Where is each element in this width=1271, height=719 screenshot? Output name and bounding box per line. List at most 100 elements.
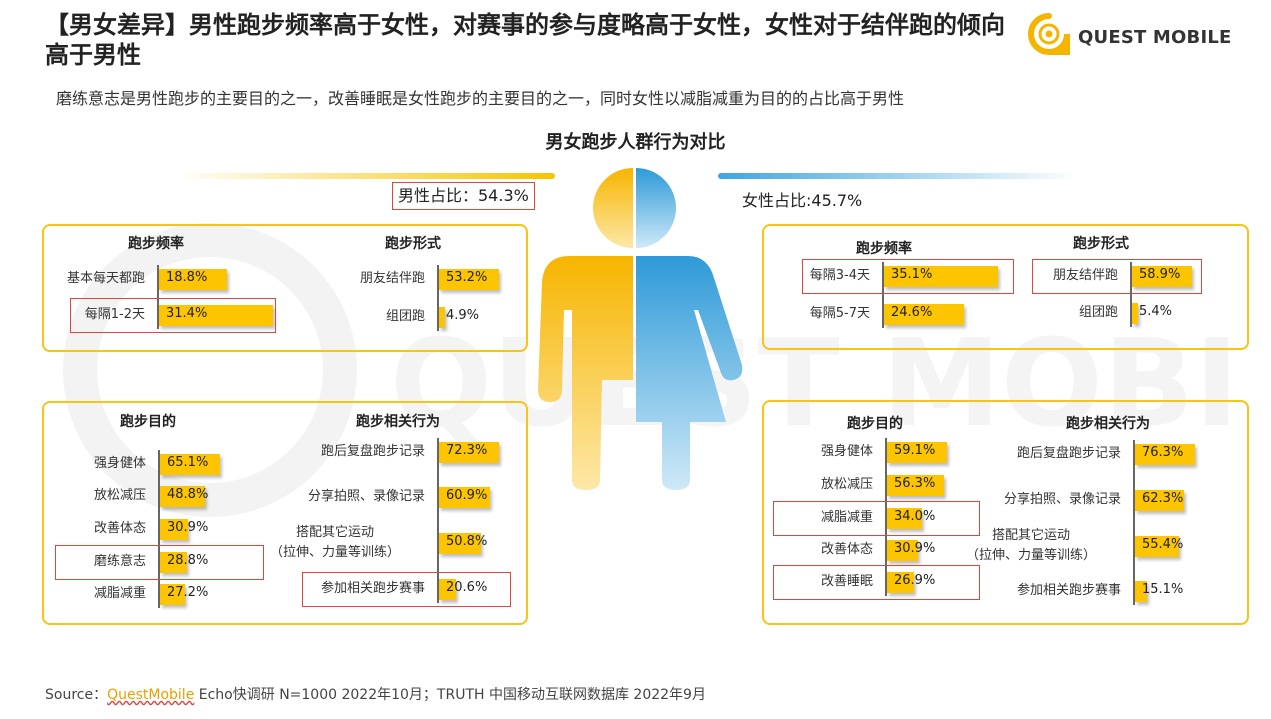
male-chart-2-value-1: 48.8% — [167, 487, 209, 502]
female-chart-5-axis — [1130, 262, 1132, 327]
male-chart-2-value-4: 27.2% — [167, 585, 209, 600]
male-chart-3-bar-2 — [439, 533, 482, 554]
male-chart-1-bar-0 — [439, 269, 499, 290]
male-chart-0-bar-0 — [159, 269, 228, 290]
female-chart-7-bar-2 — [1135, 536, 1179, 557]
male-chart-1-bar-1 — [439, 307, 445, 328]
female-chart-6-axis — [885, 438, 887, 596]
questmobile-logo-icon — [1028, 13, 1070, 55]
male-chart-2-highlight-3 — [55, 545, 264, 580]
male-chart-2-bar-2 — [160, 519, 189, 540]
male-chart-3-bar-1 — [439, 487, 490, 508]
male-chart-2-label-3: 磨练意志 — [93, 554, 146, 569]
male-chart-2-bar-0 — [160, 454, 220, 475]
page-title: 【男女差异】男性跑步频率高于女性，对赛事的参与度略高于女性，女性对于结伴跑的倾向… — [45, 11, 1005, 69]
female-chart-6-value-1: 56.3% — [894, 476, 936, 491]
male-chart-2-axis — [158, 450, 160, 608]
male-chart-2-label-0: 强身健体 — [93, 456, 146, 471]
watermark-text: QUEST MOBILE — [390, 315, 1240, 454]
male-chart-3-bar-3 — [439, 579, 457, 600]
female-chart-7-label-1: 分享拍照、录像记录 — [1003, 492, 1121, 507]
female-chart-7-bar-0 — [1135, 444, 1195, 465]
male-frequency-form-panel — [42, 224, 528, 352]
female-frequency-form-panel — [762, 224, 1249, 350]
male-chart-0-label-1: 每隔1-2天 — [84, 307, 145, 322]
female-chart-6-highlight-4 — [773, 565, 980, 600]
male-chart-3-bar-0 — [439, 442, 499, 463]
male-chart-0-highlight-1 — [70, 298, 276, 333]
female-chart-5-highlight-0 — [1032, 259, 1202, 294]
female-chart-6-value-3: 30.9% — [894, 541, 936, 556]
male-chart-3-value-2: 50.8% — [446, 534, 488, 549]
female-chart-6-label-3: 改善体态 — [820, 542, 873, 557]
male-chart-3-highlight-3 — [302, 572, 511, 607]
female-chart-7-label-3: 参加相关跑步赛事 — [1016, 583, 1121, 598]
male-chart-2-bar-3 — [160, 552, 187, 573]
female-chart-7-bar-3 — [1135, 581, 1147, 602]
male-chart-1-axis — [437, 265, 439, 331]
male-chart-0-bar-1 — [159, 305, 273, 326]
female-chart-7-value-1: 62.3% — [1142, 491, 1184, 506]
male-chart-3-label-0: 跑后复盘跑步记录 — [320, 444, 425, 459]
female-chart-6-label-1: 放松减压 — [820, 477, 873, 492]
male-chart-2-label-1: 放松减压 — [93, 488, 146, 503]
male-chart-2-value-0: 65.1% — [167, 455, 209, 470]
female-chart-6-value-2: 34.0% — [894, 509, 936, 524]
female-chart-5-value-0: 58.9% — [1139, 267, 1181, 282]
female-chart-6-bar-4 — [887, 572, 915, 593]
male-chart-3-value-0: 72.3% — [446, 443, 488, 458]
male-chart-3-label-1: 分享拍照、录像记录 — [307, 489, 425, 504]
male-chart-0-axis — [157, 265, 159, 329]
male-chart-0-value-0: 18.8% — [166, 270, 208, 285]
male-chart-2-label-2: 改善体态 — [93, 521, 146, 536]
female-chart-7-label-2: 搭配其它运动 （拉伸、力量等训练） — [965, 528, 1096, 563]
female-chart-6-bar-1 — [887, 475, 945, 496]
male-chart-2-value-3: 28.8% — [167, 553, 209, 568]
male-chart-1-label-0: 朋友结伴跑 — [359, 271, 425, 286]
male-chart-1-label-1: 组团跑 — [385, 309, 425, 324]
female-chart-4-label-0: 每隔3-4天 — [809, 268, 870, 283]
female-chart-6-label-4: 改善睡眠 — [820, 574, 873, 589]
source-rest: Echo快调研 N=1000 2022年10月；TRUTH 中国移动互联网数据库… — [194, 687, 706, 703]
female-chart-6-highlight-2 — [773, 501, 980, 536]
female-chart-7-value-3: 15.1% — [1142, 582, 1184, 597]
female-chart-5-label-1: 组团跑 — [1078, 305, 1118, 320]
male-chart-3-label-2: 搭配其它运动 （拉伸、力量等训练） — [269, 525, 400, 560]
female-chart-6-title: 跑步目的 — [847, 416, 903, 432]
female-chart-5-value-1: 5.4% — [1139, 304, 1173, 319]
male-chart-0-title: 跑步频率 — [128, 236, 184, 252]
male-chart-2-label-4: 减脂减重 — [93, 586, 146, 601]
source-prefix: Source： — [45, 687, 108, 703]
female-chart-4-bar-1 — [884, 304, 964, 325]
female-chart-6-label-0: 强身健体 — [820, 444, 873, 459]
female-chart-4-title: 跑步频率 — [856, 241, 912, 257]
male-chart-0-value-1: 31.4% — [166, 306, 208, 321]
subtitle: 磨练意志是男性跑步的主要目的之一，改善睡眠是女性跑步的主要目的之一，同时女性以减… — [56, 89, 905, 108]
female-gradient-line — [718, 173, 1078, 179]
logo-text: QUEST MOBILE — [1078, 27, 1232, 48]
male-chart-2-value-2: 30.9% — [167, 520, 209, 535]
male-chart-3-value-3: 20.6% — [446, 580, 488, 595]
male-chart-2-bar-1 — [160, 486, 205, 507]
chart-title: 男女跑步人群行为对比 — [545, 132, 726, 153]
female-chart-7-value-0: 76.3% — [1142, 445, 1184, 460]
male-chart-1-title: 跑步形式 — [385, 236, 441, 252]
male-chart-2-title: 跑步目的 — [120, 414, 176, 430]
female-chart-7-axis — [1133, 440, 1135, 605]
female-chart-6-label-2: 减脂减重 — [820, 510, 873, 525]
male-chart-3-label-3: 参加相关跑步赛事 — [320, 581, 425, 596]
watermark: QUEST MOBILE — [63, 223, 1240, 517]
male-chart-0-label-0: 基本每天都跑 — [66, 271, 145, 286]
female-chart-6-bar-0 — [887, 442, 947, 463]
male-share-label: 男性占比：54.3% — [392, 182, 535, 210]
male-chart-2-bar-4 — [160, 584, 186, 605]
female-chart-4-value-1: 24.6% — [891, 305, 933, 320]
female-chart-7-title: 跑步相关行为 — [1066, 416, 1150, 432]
source-note: Source：QuestMobile Echo快调研 N=1000 2022年1… — [45, 684, 706, 704]
female-chart-6-value-0: 59.1% — [894, 443, 936, 458]
male-purpose-behavior-panel — [42, 401, 528, 625]
male-chart-3-value-1: 60.9% — [446, 488, 488, 503]
male-chart-3-axis — [437, 438, 439, 603]
female-chart-6-value-4: 26.9% — [894, 573, 936, 588]
male-chart-1-value-0: 53.2% — [446, 270, 488, 285]
